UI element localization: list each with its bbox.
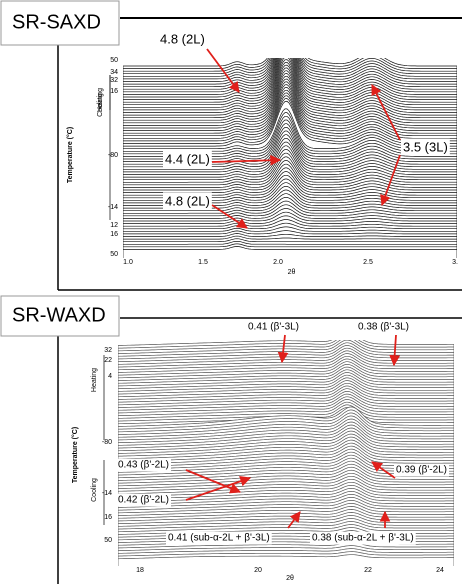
annotation: 4.8 (2L) [165,193,210,208]
x-tick-label: 2.0 [273,259,283,266]
annotation-box [163,192,212,210]
y-tick-label: 32 [104,347,112,354]
waterfall [118,340,454,566]
waterfall [123,58,457,258]
y-tick-label: 16 [104,514,112,521]
annotation: 0.39 (β'-2L) [396,465,447,476]
annotation-box [394,463,450,477]
annotation: 3.5 (3L) [403,139,448,154]
cooling-label: Cooling [91,478,98,502]
cooling-label: Cooling [97,93,104,117]
y-axis-label: Temperature (°C) [71,427,79,483]
annotation: 4.8 (2L) [160,31,205,46]
trace [123,246,457,258]
x-tick-label: 3. [452,259,458,266]
x-axis-label: 2θ [288,269,296,276]
y-tick-label: 16 [110,88,118,95]
annotation: 0.38 (sub-α-2L + β'-3L) [312,533,414,544]
annotation: 0.38 (β'-3L) [358,322,409,333]
annotation-arrow [371,461,396,479]
y-tick-label: 16 [110,231,118,238]
annotation-arrow [277,334,289,364]
annotation-box [310,531,416,545]
panel-label: SR-WAXD [12,304,106,326]
x-tick-label: 22 [364,567,372,574]
annotation: 0.42 (β'-2L) [118,495,169,506]
annotation-arrow [389,334,401,367]
x-tick-label: 24 [436,567,444,574]
annotation-arrow [185,469,242,494]
annotation-arrow [211,154,282,166]
annotation-arrow [211,204,248,229]
y-tick-label: -14 [102,490,112,497]
annotation-box [163,150,212,168]
annotation-arrow [380,154,401,207]
y-tick-label: 22 [104,357,112,364]
y-tick-label: 34 [110,69,118,76]
x-tick-label: 1.0 [123,259,133,266]
y-tick-label: 50 [110,57,118,64]
annotation-box [116,493,172,507]
heating-label: Heating [97,88,104,112]
panel-label-box [0,295,120,337]
annotation: 0.41 (sub-α-2L + β'-3L) [168,533,270,544]
x-tick-label: 2.5 [363,259,373,266]
annotation-box [401,138,450,156]
annotation: 4.4 (2L) [165,151,210,166]
panel-label-box [0,0,120,46]
y-tick-label: 4 [108,373,112,380]
annotation: 0.41 (β'-3L) [248,322,299,333]
annotation-arrow [287,511,301,529]
x-tick-label: 20 [254,567,262,574]
annotation-box [166,531,272,545]
x-axis-label: 2θ [286,575,294,582]
y-axis-label: Temperature (°C) [66,127,74,183]
y-tick-label: -80 [108,152,118,159]
y-tick-label: -14 [108,204,118,211]
y-tick-label: 50 [104,537,112,544]
y-tick-label: -80 [102,439,112,446]
x-tick-label: 1.5 [198,259,208,266]
y-tick-label: 32 [110,77,118,84]
annotation: 0.43 (β'-2L) [118,460,169,471]
y-tick-label: 50 [110,251,118,258]
trace [118,554,454,566]
annotation-arrow [206,48,240,93]
heating-label: Heating [91,368,98,392]
x-tick-label: 18 [136,567,144,574]
annotation-arrow [185,476,252,501]
panel-label: SR-SAXD [12,11,101,33]
annotation-box [116,458,172,472]
y-tick-label: 12 [110,222,118,229]
annotation-arrow [371,84,401,141]
